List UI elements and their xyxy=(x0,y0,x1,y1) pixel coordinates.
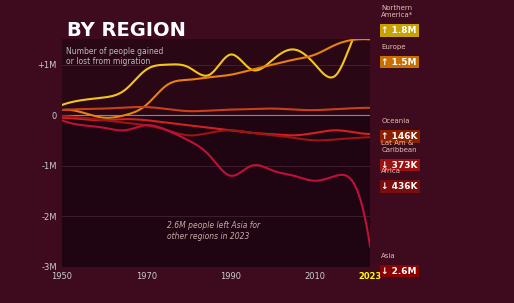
Text: Oceania: Oceania xyxy=(381,118,410,124)
Text: Africa: Africa xyxy=(381,168,401,174)
Text: Europe: Europe xyxy=(381,44,406,50)
Text: Asia: Asia xyxy=(381,253,396,259)
Text: Northern
America*: Northern America* xyxy=(381,5,413,18)
Text: ↑ 146K: ↑ 146K xyxy=(381,132,418,141)
Text: ↓ 436K: ↓ 436K xyxy=(381,182,418,191)
Text: ↑ 1.5M: ↑ 1.5M xyxy=(381,58,417,67)
Text: ↓ 373K: ↓ 373K xyxy=(381,161,418,170)
Text: Lat Am &
Caribbean: Lat Am & Caribbean xyxy=(381,140,417,153)
Text: ↓ 2.6M: ↓ 2.6M xyxy=(381,267,417,276)
Text: ↑ 1.8M: ↑ 1.8M xyxy=(381,26,417,35)
Bar xyxy=(62,115,370,267)
Text: BY REGION: BY REGION xyxy=(67,21,186,40)
Text: 2.6M people left Asia for
other regions in 2023: 2.6M people left Asia for other regions … xyxy=(167,221,261,241)
Text: Number of people gained
or lost from migration: Number of people gained or lost from mig… xyxy=(66,47,163,66)
